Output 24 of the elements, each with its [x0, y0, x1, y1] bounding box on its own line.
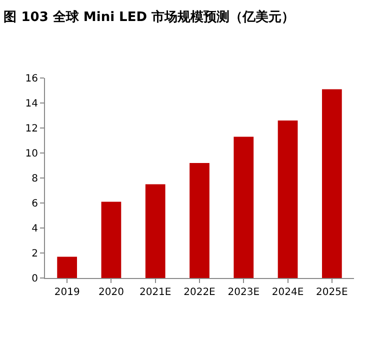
- bar: [57, 256, 77, 278]
- x-tick-label: 2023E: [228, 287, 260, 298]
- y-tick-label: 10: [25, 148, 38, 160]
- y-tick-label: 14: [25, 98, 38, 110]
- bar: [278, 120, 298, 278]
- x-tick-label: 2019: [54, 287, 80, 298]
- y-tick-label: 6: [32, 198, 38, 210]
- x-tick-label: 2021E: [139, 287, 172, 298]
- bar: [234, 136, 254, 278]
- bar: [190, 163, 210, 278]
- y-tick-label: 0: [32, 274, 38, 284]
- y-tick-label: 8: [32, 174, 38, 184]
- bar: [101, 202, 122, 278]
- y-tick-label: 16: [25, 74, 38, 84]
- x-tick-label: 2022E: [184, 287, 216, 298]
- chart-title: 图 103 全球 Mini LED 市场规模预测（亿美元）: [4, 9, 295, 25]
- bar: [322, 89, 342, 278]
- y-tick-label: 12: [25, 124, 38, 134]
- y-tick-label: 4: [32, 224, 38, 234]
- x-tick-label: 2025E: [316, 287, 348, 298]
- x-tick-label: 2024E: [272, 287, 304, 298]
- bar: [145, 184, 166, 278]
- y-tick-label: 2: [32, 248, 38, 260]
- x-tick-label: 2020: [98, 287, 124, 298]
